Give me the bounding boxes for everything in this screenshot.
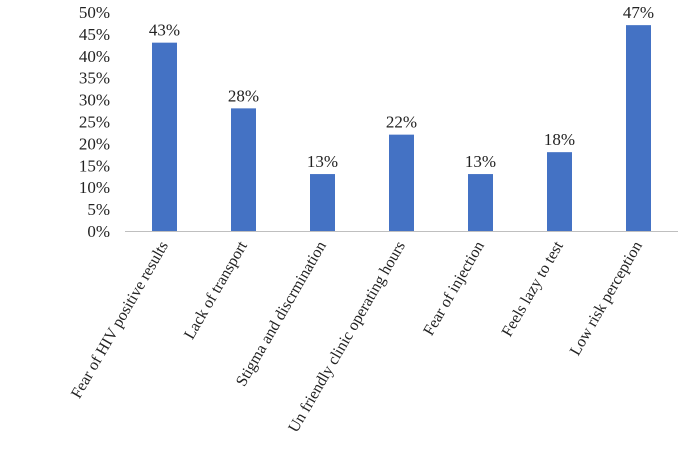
data-label: 28% <box>228 86 259 105</box>
data-label: 22% <box>386 113 417 132</box>
x-tick-label: Fear of HIV positive results <box>68 239 172 402</box>
data-label: 18% <box>544 130 575 149</box>
bar <box>310 174 335 231</box>
y-tick-label: 15% <box>79 156 110 175</box>
data-label: 13% <box>307 152 338 171</box>
y-tick-label: 40% <box>79 47 110 66</box>
bar <box>547 152 572 231</box>
y-tick-label: 50% <box>79 3 110 22</box>
y-axis-ticks: 0% 5% 10% 15% 20% 25% 30% 35% 40% 45% 50% <box>79 3 110 241</box>
bar <box>152 42 177 231</box>
y-tick-label: 0% <box>87 222 110 241</box>
y-tick-label: 10% <box>79 178 110 197</box>
x-tick-label: Stigma and discrmination <box>233 239 330 390</box>
x-tick-label: Lack of transport <box>181 238 251 342</box>
y-tick-label: 30% <box>79 91 110 110</box>
bars <box>152 25 651 231</box>
bar <box>468 174 493 231</box>
y-tick-label: 5% <box>87 200 110 219</box>
data-label: 43% <box>149 21 180 40</box>
category-labels: Fear of HIV positive results Lack of tran… <box>68 238 646 436</box>
bar <box>626 25 651 231</box>
data-label: 47% <box>623 3 654 22</box>
x-tick-label: Feels lazy to test <box>499 238 568 340</box>
data-label: 13% <box>465 152 496 171</box>
y-tick-label: 20% <box>79 134 110 153</box>
data-labels: 43% 28% 13% 22% 13% 18% 47% <box>149 3 654 171</box>
y-tick-label: 25% <box>79 113 110 132</box>
y-tick-label: 35% <box>79 69 110 88</box>
x-tick-label: Fear of injection <box>420 239 488 339</box>
x-tick-label: Low risk perception <box>567 239 646 359</box>
bar <box>389 134 414 231</box>
y-tick-label: 45% <box>79 25 110 44</box>
bar <box>231 108 256 231</box>
